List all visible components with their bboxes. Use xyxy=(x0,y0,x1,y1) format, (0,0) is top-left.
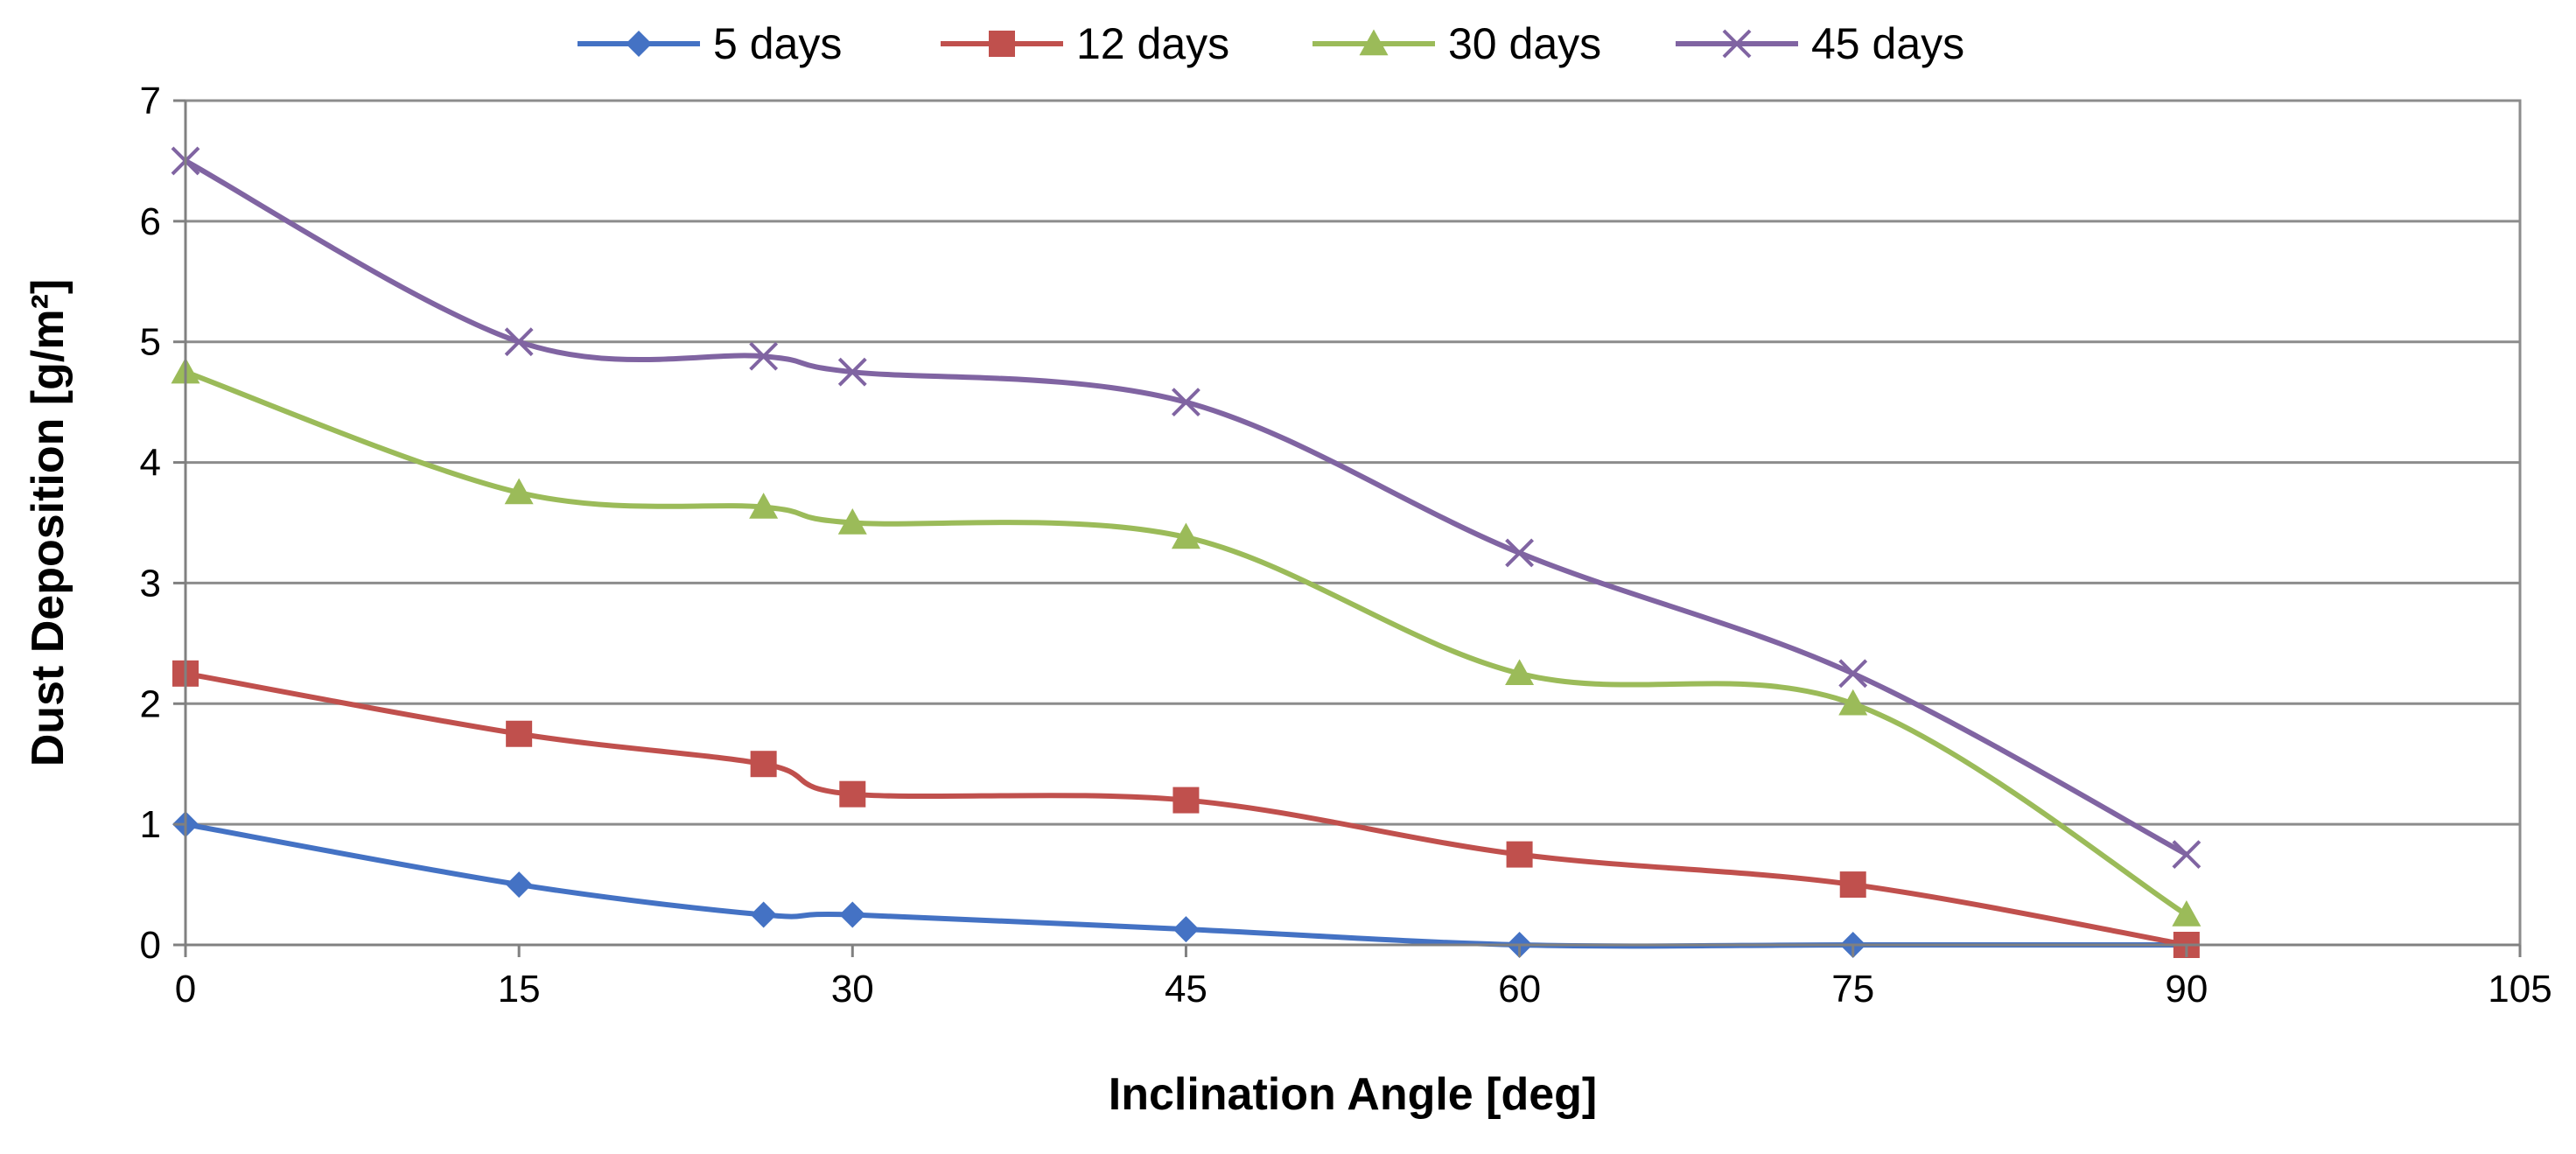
data-point-45-days-stroke xyxy=(837,357,867,387)
legend-marker-30-days xyxy=(1359,29,1389,56)
y-tick-label: 4 xyxy=(140,442,161,485)
data-point-45-days xyxy=(1505,538,1534,568)
gridlines xyxy=(186,99,2520,826)
data-point-12-days xyxy=(750,751,777,778)
series-45-days xyxy=(171,146,2202,870)
data-point-12-days xyxy=(506,720,533,747)
series-line-12-days xyxy=(183,670,2189,948)
legend-item-30-days: 30 days xyxy=(1312,19,1601,68)
x-tick-label: 0 xyxy=(175,968,196,1011)
data-point-5-days xyxy=(750,901,777,928)
data-point-5-days xyxy=(506,871,533,899)
x-tick-label: 15 xyxy=(498,968,541,1011)
x-tick-label: 30 xyxy=(831,968,874,1011)
data-point-12-days xyxy=(1506,841,1533,868)
y-tick-label: 2 xyxy=(140,682,161,725)
legend-label-45-days: 45 days xyxy=(1811,19,1964,68)
x-tick-label: 60 xyxy=(1498,968,1541,1011)
x-tick-label: 75 xyxy=(1831,968,1874,1011)
data-point-5-days xyxy=(1172,916,1200,943)
data-point-30-days xyxy=(504,478,534,505)
plot-area-border xyxy=(184,99,2522,947)
data-point-45-days-stroke xyxy=(2172,840,2202,870)
data-point-30-days xyxy=(749,493,779,519)
y-tick-label: 0 xyxy=(140,924,161,967)
series-12-days xyxy=(172,660,2200,958)
y-tick-label: 1 xyxy=(140,803,161,846)
data-point-45-days-stroke xyxy=(1838,659,1868,689)
data-point-45-days-stroke xyxy=(504,327,534,357)
legend-marker-5-days xyxy=(626,31,652,57)
data-point-45-days xyxy=(1172,388,1200,417)
data-point-45-days xyxy=(504,327,534,357)
legend-marker-45-days-stroke xyxy=(1722,29,1752,59)
legend-item-5-days: 5 days xyxy=(578,19,842,68)
legend: 5 days 12 days 30 days 45 days xyxy=(578,19,1964,68)
data-point-30-days xyxy=(2172,900,2202,927)
x-axis-title: Inclination Angle [deg] xyxy=(1109,1069,1598,1120)
data-point-45-days xyxy=(749,341,779,371)
data-point-12-days xyxy=(1839,871,1866,899)
data-point-30-days xyxy=(1171,522,1200,549)
data-point-45-days-stroke xyxy=(1505,538,1534,568)
series-line-45-days xyxy=(183,157,2189,857)
series-line-30-days xyxy=(183,369,2189,918)
y-axis-title: Dust Deposition [g/m²] xyxy=(23,279,74,767)
legend-marker-45-days xyxy=(1722,29,1752,59)
x-tick-label: 90 xyxy=(2165,968,2208,1011)
y-tick-label: 7 xyxy=(140,80,161,122)
data-point-30-days xyxy=(1838,689,1868,716)
series-lines xyxy=(171,146,2202,958)
data-point-45-days-stroke xyxy=(749,341,779,371)
data-point-30-days xyxy=(1505,659,1535,686)
legend-label-5-days: 5 days xyxy=(713,19,842,68)
axes xyxy=(173,99,2522,957)
series-30-days xyxy=(171,357,2202,927)
x-tick-label: 45 xyxy=(1165,968,1208,1011)
data-point-45-days xyxy=(2172,840,2202,870)
x-tick-label: 105 xyxy=(2488,968,2552,1011)
y-tick-label: 5 xyxy=(140,321,161,364)
legend-item-45-days: 45 days xyxy=(1676,19,1964,68)
data-point-45-days xyxy=(837,357,867,387)
data-point-45-days xyxy=(1838,659,1868,689)
data-point-12-days xyxy=(839,780,866,808)
data-point-5-days xyxy=(839,901,866,928)
data-point-30-days xyxy=(837,508,867,535)
legend-label-30-days: 30 days xyxy=(1448,19,1601,68)
data-point-45-days-stroke xyxy=(1172,388,1200,417)
legend-label-12-days: 12 days xyxy=(1076,19,1229,68)
legend-item-12-days: 12 days xyxy=(941,19,1229,68)
legend-marker-12-days xyxy=(989,31,1015,57)
series-5-days xyxy=(172,811,2200,958)
data-point-12-days xyxy=(1172,787,1200,814)
y-tick-label: 6 xyxy=(140,200,161,243)
y-tick-label: 3 xyxy=(140,562,161,605)
